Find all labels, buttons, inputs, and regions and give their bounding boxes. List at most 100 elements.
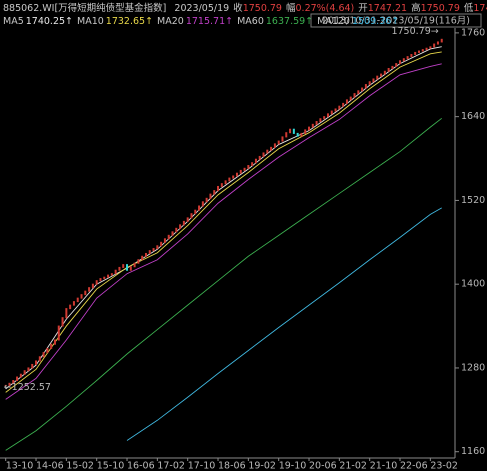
ma-line xyxy=(126,207,442,441)
x-tick-label: 14-06 xyxy=(36,461,64,471)
candle xyxy=(232,175,235,179)
candle xyxy=(57,325,60,341)
candle xyxy=(235,172,238,177)
field-label: 幅 xyxy=(286,2,296,14)
candle xyxy=(266,149,269,154)
legend-name: MA60 xyxy=(237,16,264,27)
x-tick-label: 15-02 xyxy=(66,461,94,471)
candle xyxy=(69,304,72,310)
candle xyxy=(160,241,163,247)
candle xyxy=(406,56,409,60)
quote-date: 2023/05/19 xyxy=(174,3,229,14)
legend-value: 1740.25↑ xyxy=(26,16,73,27)
x-tick-label: 17-02 xyxy=(157,461,185,471)
field-value: 0.27%(4.64) xyxy=(296,3,355,14)
candle xyxy=(243,167,246,171)
candle xyxy=(296,132,299,137)
candle xyxy=(349,96,352,101)
candle xyxy=(361,87,364,92)
candle xyxy=(391,65,394,69)
candle xyxy=(76,297,79,303)
candle xyxy=(205,197,208,203)
candle xyxy=(357,90,360,95)
candle xyxy=(95,280,98,285)
candle xyxy=(12,380,15,384)
candle xyxy=(103,276,106,280)
field-label: 收 xyxy=(233,2,243,14)
candle xyxy=(410,54,413,58)
candle xyxy=(126,264,129,271)
index-code: 885062.WI[万得短期纯债型基金指数] xyxy=(3,2,166,14)
candle xyxy=(152,248,155,252)
candle xyxy=(368,81,371,86)
candle xyxy=(110,273,113,276)
candle xyxy=(277,140,280,145)
candle xyxy=(163,238,166,243)
legend-name: MA5 xyxy=(3,16,24,27)
candle xyxy=(53,339,56,345)
candle xyxy=(425,47,428,51)
y-tick-label: 1160 xyxy=(461,446,485,457)
candle xyxy=(399,60,402,65)
field-label: 高 xyxy=(411,2,421,14)
candle xyxy=(220,183,223,187)
ma-line xyxy=(5,46,442,390)
candle xyxy=(31,363,34,369)
candle xyxy=(175,227,178,233)
candle xyxy=(308,126,311,131)
candle xyxy=(281,136,284,142)
candle xyxy=(137,259,140,264)
field-label: 开 xyxy=(358,3,368,14)
candle xyxy=(402,58,405,62)
candle xyxy=(433,43,436,48)
field-value: 1750.79 xyxy=(421,3,460,14)
candle xyxy=(182,220,185,226)
legend-name: MA120 xyxy=(317,16,350,27)
candle xyxy=(46,347,49,354)
candle xyxy=(326,113,329,118)
ma-line xyxy=(5,117,443,451)
min-label: ←1252.57 xyxy=(4,382,51,393)
candle xyxy=(194,209,197,215)
candle xyxy=(217,185,220,192)
candle xyxy=(380,73,383,77)
candle xyxy=(186,217,189,222)
x-tick-label: 21-02 xyxy=(339,461,367,471)
candle xyxy=(72,301,75,306)
candle xyxy=(114,269,117,275)
max-label: 1750.79→ xyxy=(391,26,438,37)
candle xyxy=(292,128,295,134)
candle xyxy=(190,213,193,219)
candle xyxy=(254,158,257,164)
x-tick-label: 17-10 xyxy=(188,461,216,471)
candle xyxy=(395,63,398,67)
legend-value: 1637.59↑ xyxy=(266,16,313,27)
candle xyxy=(213,190,216,195)
candle xyxy=(417,50,420,53)
legend-value: 1715.71↑ xyxy=(186,16,233,27)
field-label: 低 xyxy=(464,2,474,14)
ma-line xyxy=(5,63,442,400)
legend-name: MA20 xyxy=(157,16,184,27)
x-tick-label: 23-02 xyxy=(430,461,458,471)
candle xyxy=(300,132,303,137)
candle xyxy=(372,78,375,83)
candle xyxy=(289,128,292,134)
candle xyxy=(38,356,41,362)
candle xyxy=(27,367,30,372)
candle xyxy=(201,201,204,207)
ma-legend: MA5 1740.25↑ MA10 1732.65↑ MA20 1715.71↑ MA60 1… xyxy=(3,16,399,27)
candle xyxy=(99,278,102,282)
candle xyxy=(23,370,26,375)
candle xyxy=(107,274,110,278)
legend-name: MA10 xyxy=(77,16,104,27)
x-tick-label: 20-06 xyxy=(309,461,337,471)
y-tick-label: 1520 xyxy=(461,195,485,206)
field-value: 1747.21 xyxy=(368,3,407,14)
candle xyxy=(84,290,87,296)
candle xyxy=(251,162,254,167)
candle xyxy=(239,169,242,174)
ma-line xyxy=(5,51,442,393)
header-line: 885062.WI[万得短期纯债型基金指数] 2023/05/19 收 1750.79… xyxy=(3,2,487,14)
